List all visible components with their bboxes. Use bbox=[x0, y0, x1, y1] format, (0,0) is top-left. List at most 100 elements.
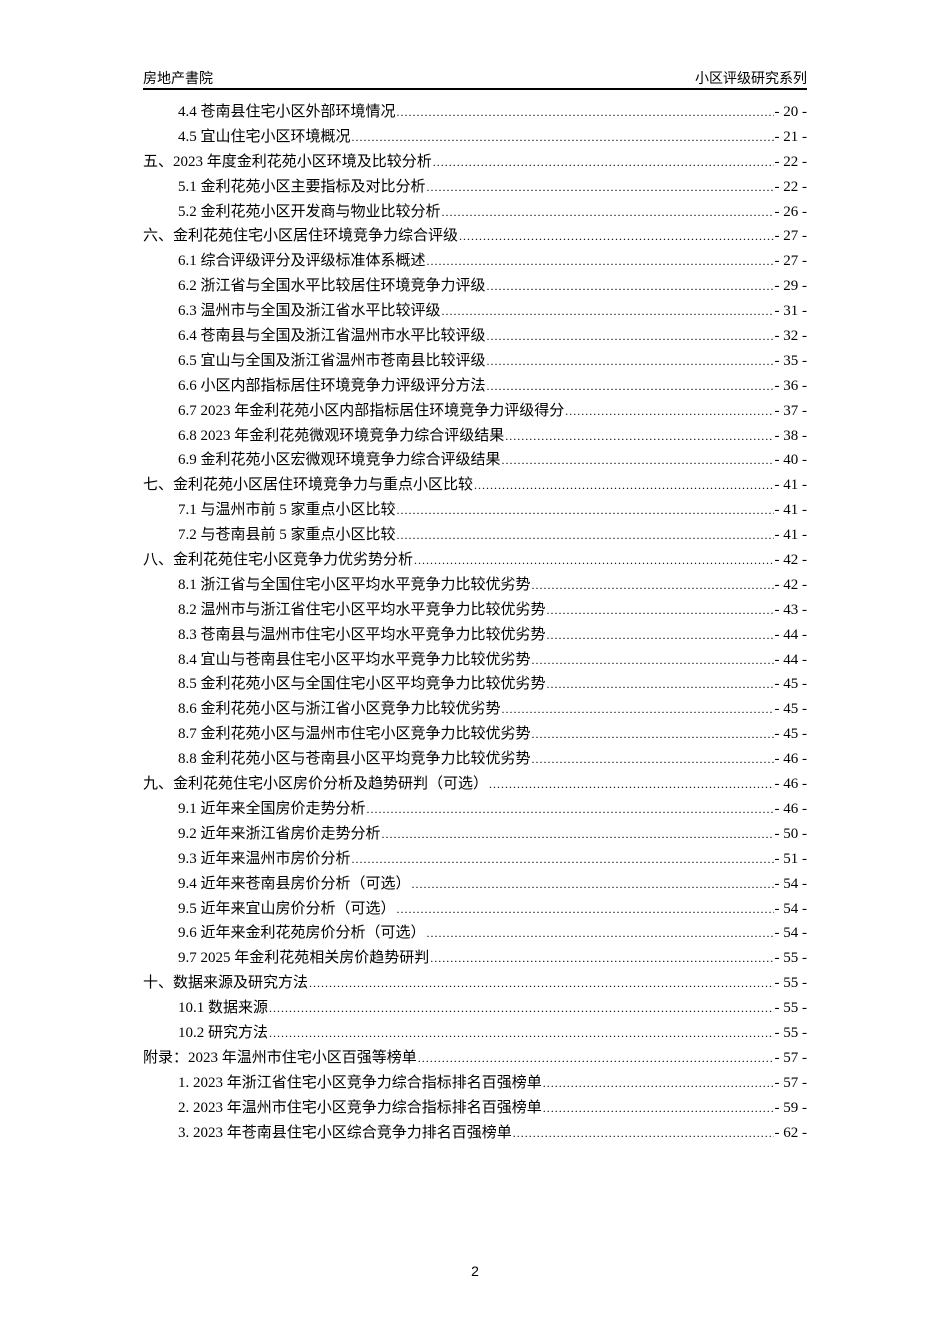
toc-entry[interactable]: 6.6 小区内部指标居住环境竞争力评级评分方法 - 36 - bbox=[143, 374, 807, 399]
dot-leader bbox=[412, 872, 774, 897]
toc-entry-page: - 29 - bbox=[774, 278, 808, 295]
toc-entry-page: - 20 - bbox=[774, 104, 808, 120]
toc-entry-page: - 55 - bbox=[774, 950, 808, 967]
toc-entry-title: 7.1 与温州市前 5 家重点小区比较 bbox=[178, 502, 396, 519]
toc-entry[interactable]: 五、2023 年度金利花苑小区环境及比较分析 - 22 - bbox=[143, 150, 807, 175]
toc-entry-page: - 45 - bbox=[774, 676, 808, 693]
toc-entry[interactable]: 4.5 宜山住宅小区环境概况 - 21 - bbox=[143, 125, 807, 150]
toc-entry[interactable]: 7.1 与温州市前 5 家重点小区比较 - 41 - bbox=[143, 498, 807, 523]
toc-entry[interactable]: 3. 2023 年苍南县住宅小区综合竞争力排名百强榜单 - 62 - bbox=[143, 1121, 807, 1146]
dot-leader bbox=[442, 200, 774, 225]
toc-entry[interactable]: 9.3 近年来温州市房价分析 - 51 - bbox=[143, 847, 807, 872]
toc-entry[interactable]: 8.3 苍南县与温州市住宅小区平均水平竞争力比较优劣势 - 44 - bbox=[143, 623, 807, 648]
toc-entry[interactable]: 十、数据来源及研究方法 - 55 - bbox=[143, 971, 807, 996]
toc-entry[interactable]: 5.1 金利花苑小区主要指标及对比分析 - 22 - bbox=[143, 175, 807, 200]
dot-leader bbox=[487, 274, 774, 299]
page-header: 房地产書院 小区评级研究系列 bbox=[143, 66, 807, 90]
toc-entry-page: - 57 - bbox=[774, 1049, 808, 1066]
toc-entry-title: 1. 2023 年浙江省住宅小区竞争力综合指标排名百强榜单 bbox=[178, 1074, 542, 1091]
dot-leader bbox=[565, 399, 773, 424]
toc-entry[interactable]: 6.9 金利花苑小区宏微观环境竞争力综合评级结果 - 40 - bbox=[143, 448, 807, 473]
toc-entry-page: - 35 - bbox=[774, 352, 808, 369]
table-of-contents: 4.4 苍南县住宅小区外部环境情况 - 20 - 4.5 宜山住宅小区环境概况 - 2… bbox=[143, 100, 807, 1145]
page-number: 2 bbox=[471, 1263, 479, 1279]
toc-entry-title: 3. 2023 年苍南县住宅小区综合竞争力排名百强榜单 bbox=[178, 1124, 512, 1141]
toc-entry-title: 8.6 金利花苑小区与浙江省小区竞争力比较优劣势 bbox=[178, 701, 501, 718]
toc-entry[interactable]: 9.2 近年来浙江省房价走势分析 - 50 - bbox=[143, 822, 807, 847]
toc-entry-title: 9.2 近年来浙江省房价走势分析 bbox=[178, 825, 381, 842]
dot-leader bbox=[427, 175, 774, 200]
toc-entry-title: 8.4 宜山与苍南县住宅小区平均水平竞争力比较优劣势 bbox=[178, 651, 531, 668]
dot-leader bbox=[309, 971, 773, 996]
toc-entry-title: 8.7 金利花苑小区与温州市住宅小区竞争力比较优劣势 bbox=[178, 726, 531, 743]
toc-entry[interactable]: 六、金利花苑住宅小区居住环境竞争力综合评级 - 27 - bbox=[143, 224, 807, 249]
toc-entry[interactable]: 9.5 近年来宜山房价分析（可选） - 54 - bbox=[143, 897, 807, 922]
toc-entry[interactable]: 6.5 宜山与全国及浙江省温州市苍南县比较评级 - 35 - bbox=[143, 349, 807, 374]
toc-entry-page: - 21 - bbox=[774, 128, 808, 145]
toc-entry-page: - 37 - bbox=[774, 402, 808, 419]
dot-leader bbox=[427, 921, 774, 946]
toc-entry-page: - 42 - bbox=[774, 552, 808, 569]
toc-entry-page: - 31 - bbox=[774, 303, 808, 320]
toc-entry[interactable]: 7.2 与苍南县前 5 家重点小区比较 - 41 - bbox=[143, 523, 807, 548]
toc-entry-page: - 46 - bbox=[774, 751, 808, 768]
toc-entry[interactable]: 6.4 苍南县与全国及浙江省温州市水平比较评级 - 32 - bbox=[143, 324, 807, 349]
dot-leader bbox=[397, 100, 774, 125]
toc-entry-title: 9.4 近年来苍南县房价分析（可选） bbox=[178, 875, 411, 892]
toc-entry[interactable]: 9.4 近年来苍南县房价分析（可选） - 54 - bbox=[143, 872, 807, 897]
dot-leader bbox=[414, 548, 773, 573]
toc-entry-title: 4.5 宜山住宅小区环境概况 bbox=[178, 128, 351, 145]
toc-entry-page: - 54 - bbox=[774, 875, 808, 892]
dot-leader bbox=[474, 473, 773, 498]
toc-entry-title: 6.4 苍南县与全国及浙江省温州市水平比较评级 bbox=[178, 328, 486, 345]
toc-entry-page: - 54 - bbox=[774, 925, 808, 942]
toc-entry[interactable]: 1. 2023 年浙江省住宅小区竞争力综合指标排名百强榜单 - 57 - bbox=[143, 1071, 807, 1096]
toc-entry[interactable]: 九、金利花苑住宅小区房价分析及趋势研判（可选） - 46 - bbox=[143, 772, 807, 797]
toc-entry[interactable]: 附录：2023 年温州市住宅小区百强等榜单 - 57 - bbox=[143, 1046, 807, 1071]
toc-entry[interactable]: 8.2 温州市与浙江省住宅小区平均水平竞争力比较优劣势 - 43 - bbox=[143, 598, 807, 623]
dot-leader bbox=[487, 374, 774, 399]
dot-leader bbox=[269, 1021, 773, 1046]
toc-entry-page: - 55 - bbox=[774, 1024, 808, 1041]
toc-entry[interactable]: 8.1 浙江省与全国住宅小区平均水平竞争力比较优劣势 - 42 - bbox=[143, 573, 807, 598]
dot-leader bbox=[397, 897, 774, 922]
toc-entry-title: 6.2 浙江省与全国水平比较居住环境竞争力评级 bbox=[178, 278, 486, 295]
dot-leader bbox=[547, 672, 774, 697]
toc-entry[interactable]: 2. 2023 年温州市住宅小区竞争力综合指标排名百强榜单 - 59 - bbox=[143, 1096, 807, 1121]
toc-entry[interactable]: 八、金利花苑住宅小区竞争力优劣势分析 - 42 - bbox=[143, 548, 807, 573]
header-publisher: 房地产書院 bbox=[143, 70, 213, 86]
toc-entry-page: - 27 - bbox=[774, 228, 808, 245]
dot-leader bbox=[367, 797, 774, 822]
toc-entry[interactable]: 6.7 2023 年金利花苑小区内部指标居住环境竞争力评级得分 - 37 - bbox=[143, 399, 807, 424]
toc-entry-page: - 45 - bbox=[774, 701, 808, 718]
toc-entry[interactable]: 8.8 金利花苑小区与苍南县小区平均竞争力比较优劣势 - 46 - bbox=[143, 747, 807, 772]
dot-leader bbox=[352, 125, 774, 150]
toc-entry[interactable]: 8.4 宜山与苍南县住宅小区平均水平竞争力比较优劣势 - 44 - bbox=[143, 648, 807, 673]
toc-entry[interactable]: 5.2 金利花苑小区开发商与物业比较分析 - 26 - bbox=[143, 200, 807, 225]
toc-entry[interactable]: 9.7 2025 年金利花苑相关房价趋势研判 - 55 - bbox=[143, 946, 807, 971]
dot-leader bbox=[459, 224, 773, 249]
toc-entry-title: 7.2 与苍南县前 5 家重点小区比较 bbox=[178, 527, 396, 544]
dot-leader bbox=[430, 946, 773, 971]
toc-entry[interactable]: 4.4 苍南县住宅小区外部环境情况 - 20 - bbox=[143, 100, 807, 125]
toc-entry[interactable]: 9.1 近年来全国房价走势分析 - 46 - bbox=[143, 797, 807, 822]
dot-leader bbox=[502, 448, 774, 473]
toc-entry[interactable]: 6.2 浙江省与全国水平比较居住环境竞争力评级 - 29 - bbox=[143, 274, 807, 299]
toc-entry-title: 6.5 宜山与全国及浙江省温州市苍南县比较评级 bbox=[178, 352, 486, 369]
toc-entry[interactable]: 6.1 综合评级评分及评级标准体系概述 - 27 - bbox=[143, 249, 807, 274]
dot-leader bbox=[352, 847, 774, 872]
toc-entry[interactable]: 8.7 金利花苑小区与温州市住宅小区竞争力比较优劣势 - 45 - bbox=[143, 722, 807, 747]
toc-entry[interactable]: 8.6 金利花苑小区与浙江省小区竞争力比较优劣势 - 45 - bbox=[143, 697, 807, 722]
toc-entry-page: - 54 - bbox=[774, 900, 808, 917]
dot-leader bbox=[513, 1121, 774, 1146]
toc-entry-page: - 43 - bbox=[774, 601, 808, 618]
toc-entry[interactable]: 6.8 2023 年金利花苑微观环境竞争力综合评级结果 - 38 - bbox=[143, 424, 807, 449]
toc-entry[interactable]: 9.6 近年来金利花苑房价分析（可选） - 54 - bbox=[143, 921, 807, 946]
toc-entry[interactable]: 10.1 数据来源 - 55 - bbox=[143, 996, 807, 1021]
toc-entry[interactable]: 6.3 温州市与全国及浙江省水平比较评级 - 31 - bbox=[143, 299, 807, 324]
toc-entry[interactable]: 10.2 研究方法 - 55 - bbox=[143, 1021, 807, 1046]
toc-entry[interactable]: 七、金利花苑小区居住环境竞争力与重点小区比较 - 41 - bbox=[143, 473, 807, 498]
dot-leader bbox=[532, 747, 774, 772]
toc-entry-page: - 27 - bbox=[774, 253, 808, 270]
toc-entry[interactable]: 8.5 金利花苑小区与全国住宅小区平均竞争力比较优劣势 - 45 - bbox=[143, 672, 807, 697]
